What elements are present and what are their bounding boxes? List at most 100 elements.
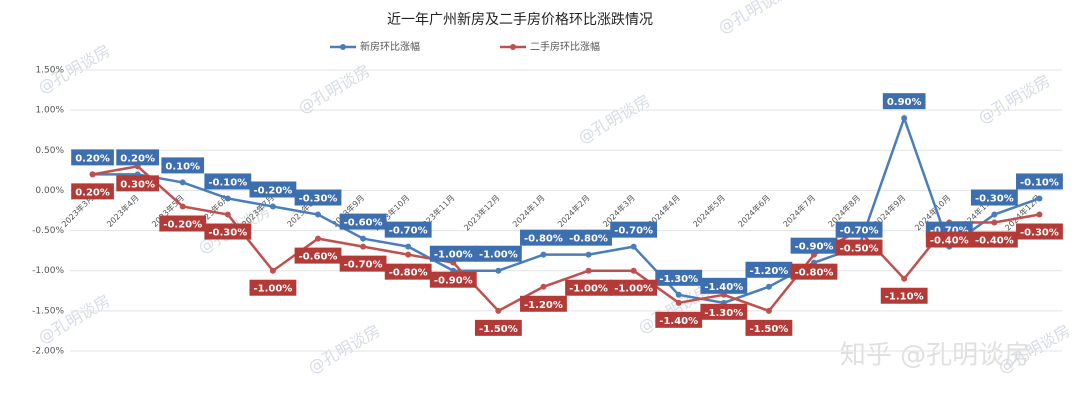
data-label-group: -1.40% — [655, 311, 703, 328]
data-label-group: -1.00% — [249, 279, 297, 296]
data-label: -1.50% — [749, 324, 788, 335]
data-label-bg — [1016, 173, 1063, 190]
data-label: -0.60% — [299, 252, 338, 263]
data-label-group: 0.20% — [71, 149, 114, 166]
data-label-bg — [970, 189, 1018, 206]
data-point — [540, 251, 547, 258]
x-tick-label: 2024年1月 — [510, 193, 546, 229]
x-tick-label: 2024年5月 — [691, 193, 727, 229]
x-tick-label: 2024年2月 — [555, 193, 591, 229]
data-label: -0.10% — [1020, 177, 1059, 188]
data-label: -0.70% — [930, 226, 969, 237]
data-label-group: -1.20% — [520, 295, 567, 312]
data-point — [765, 307, 772, 314]
data-point — [901, 275, 908, 282]
watermark: @孔明谈房 — [295, 61, 374, 117]
y-tick-label: -1.50% — [32, 306, 64, 316]
data-label-bg — [835, 221, 883, 238]
data-label-bg — [474, 245, 522, 262]
x-tick-label: 2024年7月 — [781, 193, 817, 229]
watermark: @孔明谈房 — [715, 0, 794, 37]
y-tick-label: -0.50% — [32, 226, 64, 236]
data-label: -1.00% — [253, 284, 292, 295]
data-label: -0.40% — [930, 236, 969, 247]
data-label: -0.70% — [344, 260, 383, 271]
data-point — [1036, 211, 1043, 218]
data-label-group: -1.30% — [655, 269, 703, 286]
data-label-bg — [700, 303, 748, 320]
data-label-group: -1.40% — [700, 277, 748, 294]
data-label-group: -1.10% — [880, 287, 928, 304]
data-label-group: -0.80% — [520, 229, 567, 246]
data-label-bg — [429, 245, 477, 262]
data-label-group: -1.00% — [565, 279, 612, 296]
data-label-group: -0.90% — [790, 237, 838, 254]
data-label-group: -0.20% — [159, 215, 207, 232]
data-label-group: -0.50% — [835, 239, 883, 256]
data-label: -0.50% — [840, 244, 879, 255]
data-label-bg — [429, 271, 477, 288]
y-tick-label: 1.00% — [35, 106, 64, 116]
y-tick-label: -2.00% — [32, 347, 64, 357]
data-label: -1.20% — [749, 266, 788, 277]
data-label: -1.20% — [524, 300, 563, 311]
data-label: -0.70% — [389, 226, 428, 237]
data-label-group: -1.20% — [745, 261, 793, 278]
data-label-bg — [204, 223, 252, 240]
data-label-group: -0.70% — [339, 255, 387, 272]
legend-label: 二手房环比涨幅 — [530, 40, 600, 53]
data-label-bg — [790, 263, 838, 280]
data-label-group: -0.70% — [610, 221, 658, 238]
data-label-bg — [161, 157, 205, 174]
data-label-bg — [610, 221, 658, 238]
data-label: -1.00% — [434, 250, 473, 261]
data-point — [495, 307, 502, 314]
data-label-bg — [745, 319, 793, 336]
legend-label: 新房环比涨幅 — [360, 40, 420, 53]
data-label-bg — [384, 221, 432, 238]
data-label-bg — [339, 213, 387, 230]
data-label-group: -0.20% — [249, 181, 297, 198]
watermark: @孔明谈房 — [975, 71, 1054, 127]
data-label: -0.80% — [569, 234, 608, 245]
data-point — [360, 235, 367, 242]
data-label-bg — [520, 295, 567, 312]
data-label-bg — [655, 311, 703, 328]
data-label: -0.20% — [253, 185, 292, 196]
y-tick-label: 0.50% — [35, 146, 64, 156]
data-label-bg — [249, 181, 297, 198]
data-point — [315, 211, 321, 218]
data-point — [630, 243, 637, 250]
data-label: -0.30% — [975, 194, 1014, 205]
data-label-group: -0.30% — [294, 189, 342, 206]
data-label: -1.50% — [479, 324, 518, 335]
legend-marker — [340, 44, 346, 50]
data-point — [179, 179, 186, 186]
data-label: 0.90% — [887, 97, 922, 108]
data-label: -0.90% — [795, 242, 834, 253]
data-label-bg — [116, 175, 159, 192]
legend-marker — [510, 44, 516, 50]
data-point — [585, 267, 592, 274]
data-label-group: 0.90% — [882, 93, 926, 110]
data-label-bg — [204, 173, 252, 190]
data-label: -0.40% — [975, 236, 1014, 247]
data-label-bg — [474, 319, 522, 336]
data-label-bg — [745, 261, 793, 278]
data-label: 0.30% — [120, 179, 155, 190]
data-point — [315, 235, 321, 242]
y-tick-label: 1.50% — [35, 66, 64, 76]
watermark: @孔明谈房 — [305, 321, 384, 377]
data-label: 0.20% — [75, 187, 110, 198]
data-label-group: 0.20% — [116, 149, 159, 166]
data-point — [224, 195, 231, 202]
data-label-group: -0.70% — [835, 221, 883, 238]
data-label-group: -0.80% — [384, 263, 432, 280]
data-label-bg — [71, 183, 114, 200]
data-label: -1.40% — [659, 316, 698, 327]
y-tick-label: 0.00% — [35, 186, 64, 196]
data-label: 0.10% — [165, 161, 200, 172]
data-point — [405, 243, 412, 250]
data-label-bg — [71, 149, 114, 166]
